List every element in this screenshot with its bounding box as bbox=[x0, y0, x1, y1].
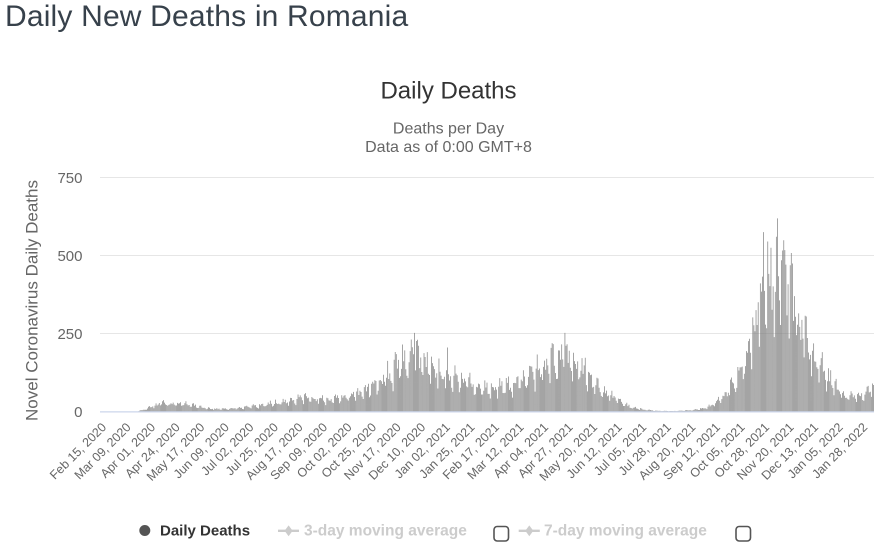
svg-text:Daily Deaths: Daily Deaths bbox=[160, 523, 250, 540]
svg-text:Daily Deaths: Daily Deaths bbox=[380, 78, 516, 105]
svg-text:0: 0 bbox=[74, 404, 82, 421]
svg-text:Novel Coronavirus Daily Deaths: Novel Coronavirus Daily Deaths bbox=[23, 180, 42, 421]
svg-text:7-day moving average: 7-day moving average bbox=[544, 523, 707, 540]
svg-text:3-day moving average: 3-day moving average bbox=[304, 523, 467, 540]
svg-text:250: 250 bbox=[57, 326, 82, 343]
svg-text:500: 500 bbox=[57, 248, 82, 265]
svg-text:Deaths per Day: Deaths per Day bbox=[393, 121, 504, 138]
svg-text:Data as of 0:00 GMT+8: Data as of 0:00 GMT+8 bbox=[365, 139, 532, 156]
svg-text:750: 750 bbox=[57, 170, 82, 187]
